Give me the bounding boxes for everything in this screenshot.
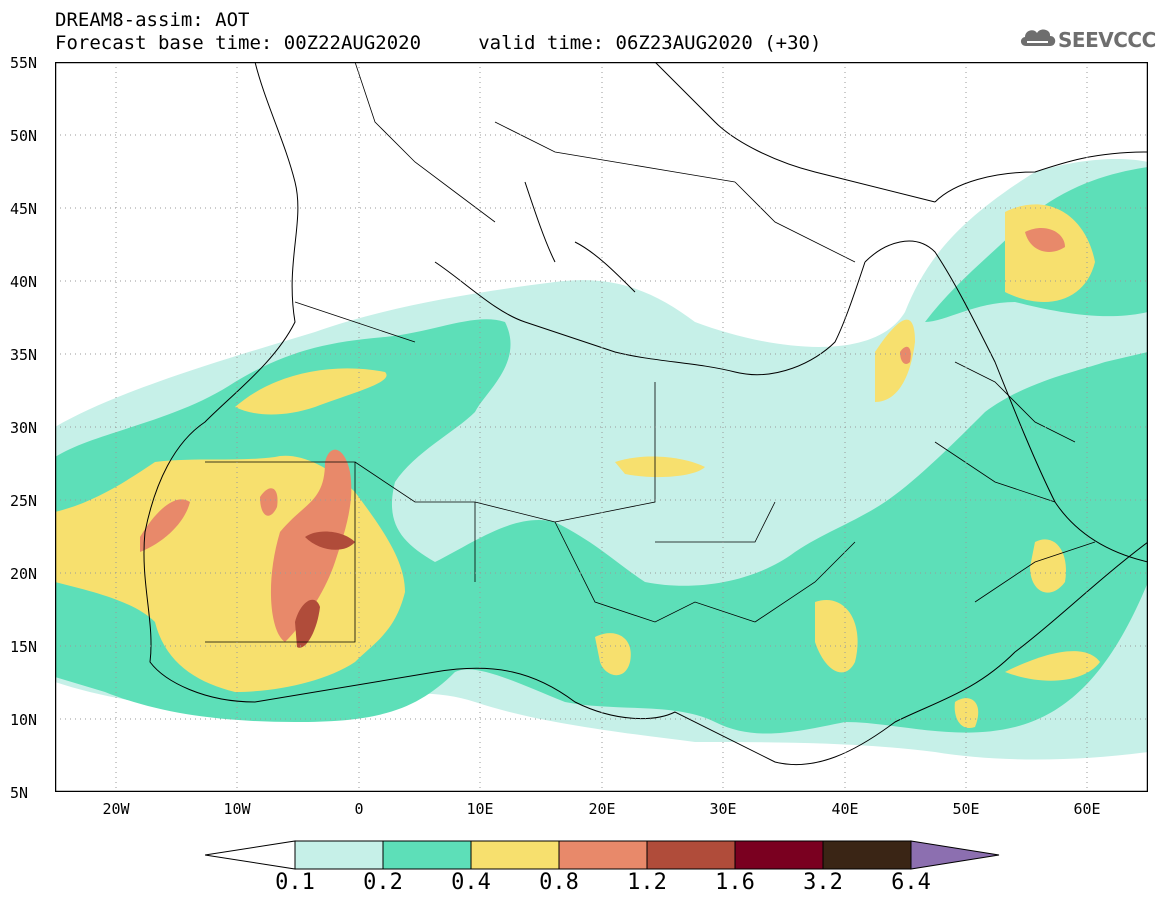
map-border (55, 62, 1148, 792)
colorbar-label-0.2: 0.2 (363, 870, 403, 895)
colorbar-swatch-0.2-0.4 (382, 840, 472, 870)
colorbar-swatch-0.1-0.2 (294, 840, 384, 870)
colorbar-swatch-3.2-6.4 (822, 840, 912, 870)
lat-label-45n: 45N (10, 200, 38, 218)
lat-label-15n: 15N (10, 638, 38, 656)
cloud-icon (1020, 29, 1056, 46)
lat-label-50n: 50N (10, 127, 38, 145)
colorbar-label-1.2: 1.2 (627, 870, 667, 895)
lon-label-50e: 50E (952, 800, 980, 818)
lat-label-55n: 55N (10, 54, 38, 72)
lat-label-5n: 5N (10, 784, 29, 802)
lon-label-10e: 10E (466, 800, 494, 818)
lon-label-20e: 20E (588, 800, 616, 818)
colorbar-swatch-0.4-0.8 (470, 840, 560, 870)
seevccc-logo: SEEVCCC (1018, 22, 1158, 58)
lat-label-40n: 40N (10, 273, 38, 291)
map-title: DREAM8-assim: AOT (55, 9, 250, 31)
colorbar-label-0.4: 0.4 (451, 870, 491, 895)
colorbar-swatch-0.8-1.2 (558, 840, 648, 870)
graticule (55, 62, 1148, 792)
map-panel (55, 62, 1148, 792)
colorbar-label-3.2: 3.2 (803, 870, 843, 895)
colorbar-swatch-1.6-3.2 (734, 840, 824, 870)
coastlines (143, 62, 1148, 766)
colorbar-label-0.8: 0.8 (539, 870, 579, 895)
lon-label-20w: 20W (102, 800, 130, 818)
lat-label-20n: 20N (10, 565, 38, 583)
lon-label-40e: 40E (831, 800, 859, 818)
lat-label-35n: 35N (10, 346, 38, 364)
aot-band-darkred (295, 531, 355, 648)
lat-label-10n: 10N (10, 711, 38, 729)
lon-label-10w: 10W (223, 800, 251, 818)
lon-label-60e: 60E (1073, 800, 1101, 818)
colorbar (205, 840, 1000, 870)
colorbar-swatch-1.2-1.6 (646, 840, 736, 870)
colorbar-label-1.6: 1.6 (715, 870, 755, 895)
lat-label-25n: 25N (10, 492, 38, 510)
colorbar-label-0.1: 0.1 (275, 870, 315, 895)
colorbar-low-arrow (205, 840, 296, 870)
colorbar-label-6.4: 6.4 (891, 870, 931, 895)
aot-map (55, 62, 1148, 792)
aot-band-orange (140, 227, 1065, 642)
lon-label-30e: 30E (709, 800, 737, 818)
lon-label-0: 0 (354, 800, 364, 818)
colorbar-high-arrow (910, 840, 1000, 870)
logo-text: SEEVCCC (1058, 28, 1156, 52)
forecast-time-subtitle: Forecast base time: 00Z22AUG2020 valid t… (55, 32, 822, 54)
country-borders (205, 62, 1096, 643)
lat-label-30n: 30N (10, 419, 38, 437)
